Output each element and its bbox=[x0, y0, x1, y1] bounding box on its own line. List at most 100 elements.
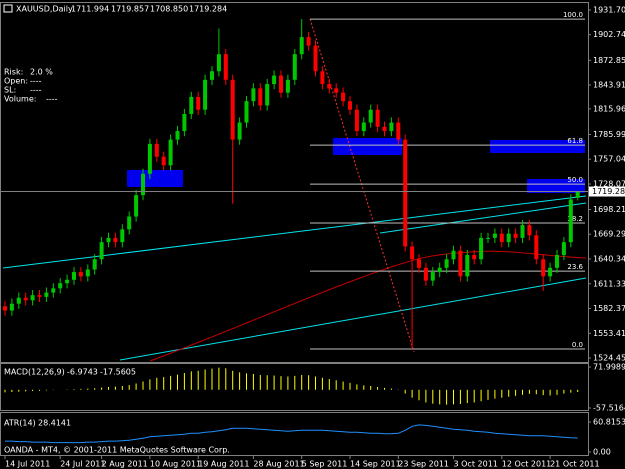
candle-body bbox=[265, 84, 270, 106]
candle-body bbox=[306, 37, 311, 46]
trendline bbox=[119, 277, 587, 361]
candle-body bbox=[9, 303, 14, 311]
zone bbox=[127, 170, 183, 187]
candle-body bbox=[541, 259, 546, 277]
atr-line bbox=[5, 424, 578, 444]
y-tick-label: 60.8153 bbox=[593, 418, 625, 427]
candle-body bbox=[251, 88, 256, 102]
candle-body bbox=[72, 272, 76, 280]
header-value: 1708.850 bbox=[150, 5, 188, 14]
candle-body bbox=[527, 225, 532, 236]
y-tick-label: 1931.70 bbox=[593, 6, 625, 15]
info-label: Risk: bbox=[4, 68, 23, 77]
x-tick-label: 5 Sep 2011 bbox=[302, 460, 348, 469]
y-tick-label: 0.00 bbox=[593, 448, 611, 457]
info-label: Open: bbox=[4, 77, 28, 86]
candle-body bbox=[299, 37, 304, 55]
last-price-label: 1719.28 bbox=[592, 187, 625, 196]
candle-body bbox=[417, 259, 421, 268]
candle-body bbox=[23, 297, 28, 301]
candle-body bbox=[237, 122, 242, 140]
candle-body bbox=[354, 109, 359, 132]
candle-body bbox=[147, 143, 152, 174]
candle-body bbox=[113, 237, 118, 243]
candle-body bbox=[327, 84, 332, 89]
candle-body bbox=[120, 229, 125, 243]
candle-body bbox=[292, 54, 297, 80]
candle-body bbox=[410, 246, 415, 260]
y-tick-label: 1815.96 bbox=[593, 104, 625, 113]
fib-label: 100.0 bbox=[563, 11, 583, 19]
candle-body bbox=[313, 45, 318, 72]
candle-body bbox=[127, 216, 132, 230]
info-value: ---- bbox=[46, 95, 58, 104]
candle-body bbox=[368, 109, 373, 123]
candle-body bbox=[568, 199, 573, 243]
candle-body bbox=[423, 267, 428, 281]
y-tick-label: 1640.34 bbox=[593, 254, 625, 263]
candle-body bbox=[58, 283, 63, 289]
x-tick-label: 24 Jul 2011 bbox=[60, 460, 105, 469]
candle-body bbox=[403, 139, 408, 247]
zones bbox=[127, 138, 585, 193]
zone bbox=[333, 138, 402, 155]
fib-label: 61.8 bbox=[567, 137, 583, 145]
candle-body bbox=[389, 122, 394, 132]
macd-readout: -17.5605 bbox=[100, 368, 136, 377]
candle-body bbox=[272, 75, 277, 85]
candle-body bbox=[437, 267, 442, 273]
macd-name: MACD(12,26,9) bbox=[4, 368, 65, 377]
candle-body bbox=[479, 237, 484, 260]
macd-readout: -6.9743 bbox=[67, 368, 98, 377]
candle-body bbox=[203, 79, 208, 110]
y-tick-label: -57.5164 bbox=[593, 404, 625, 413]
x-tick-label: 21 Oct 2011 bbox=[550, 460, 599, 469]
y-tick-label: 1872.85 bbox=[593, 56, 625, 65]
candle-body bbox=[285, 79, 290, 93]
candles bbox=[3, 19, 580, 349]
fibonacci: 100.0 61.8 50.0 38.2 23.6 0.0 bbox=[310, 11, 585, 350]
x-tick-label: 14 Jul 2011 bbox=[5, 460, 50, 469]
candle-body bbox=[168, 139, 173, 166]
y-tick-label: 1669.29 bbox=[593, 230, 625, 239]
candle-body bbox=[230, 79, 235, 140]
candle-body bbox=[320, 71, 325, 85]
candle-body bbox=[451, 250, 456, 260]
fib-label: 23.6 bbox=[567, 263, 583, 271]
y-tick-label: 1553.41 bbox=[593, 329, 625, 338]
header-value: 1719.284 bbox=[189, 5, 227, 14]
candle-body bbox=[348, 101, 352, 110]
x-tick-label: 14 Sep 2011 bbox=[350, 460, 401, 469]
info-label: Volume: bbox=[4, 95, 36, 104]
candle-body bbox=[334, 88, 339, 93]
candle-body bbox=[492, 233, 497, 238]
x-tick-label: 3 Oct 2011 bbox=[454, 460, 498, 469]
moving-average bbox=[149, 250, 587, 362]
candle-body bbox=[134, 195, 139, 217]
y-tick-label: 1902.74 bbox=[593, 30, 625, 39]
candle-body bbox=[210, 71, 214, 80]
candle-body bbox=[161, 156, 166, 166]
atr-name: ATR(14) bbox=[4, 419, 36, 428]
candle-body bbox=[141, 173, 145, 196]
main-frame bbox=[0, 2, 589, 363]
candle-body bbox=[534, 235, 539, 260]
candle-body bbox=[92, 259, 97, 270]
info-label: SL: bbox=[4, 86, 16, 95]
candle-body bbox=[3, 306, 7, 311]
candle-body bbox=[244, 101, 249, 123]
candle-body bbox=[458, 250, 463, 277]
trendline bbox=[379, 202, 587, 234]
candle-body bbox=[548, 267, 553, 277]
candle-body bbox=[513, 233, 518, 238]
y-tick-label: 1843.91 bbox=[593, 81, 625, 90]
candle-body bbox=[258, 88, 263, 106]
y-tick-label: 1611.33 bbox=[593, 279, 625, 288]
x-tick-label: 10 Aug 2011 bbox=[150, 460, 201, 469]
zone bbox=[527, 179, 585, 193]
candle-body bbox=[182, 113, 187, 132]
candle-body bbox=[279, 75, 283, 93]
info-value: ---- bbox=[30, 86, 42, 95]
candle-body bbox=[555, 254, 559, 268]
